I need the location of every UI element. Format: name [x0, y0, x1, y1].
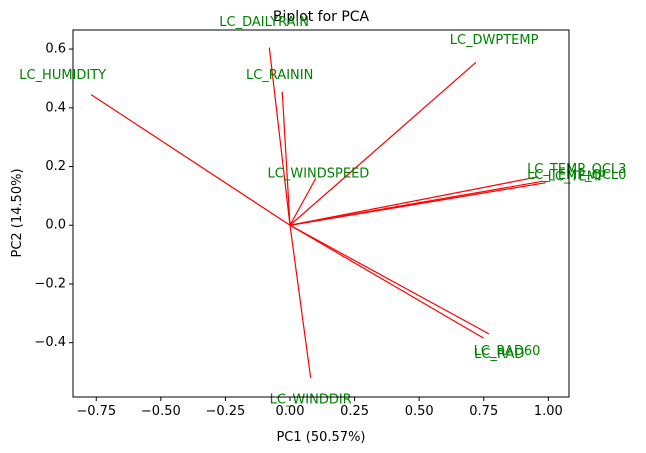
x-tick-label: −0.50 — [141, 404, 181, 419]
vector-label-lc-temp-qcl0: LC_TEMP_QCL0 — [527, 168, 626, 183]
vector-label-lc-rainin: LC_RAININ — [246, 68, 313, 83]
y-tick-label: 0.2 — [45, 159, 66, 174]
y-tick-label: 0.0 — [45, 218, 66, 233]
x-tick-label: 0.50 — [405, 404, 434, 419]
vector-arrow-lc-temp — [289, 182, 546, 226]
y-tick-label: −0.4 — [34, 335, 66, 350]
x-tick-label: 0.75 — [469, 404, 498, 419]
x-tick-label: −0.75 — [76, 404, 116, 419]
vector-arrow-lc-rad60 — [289, 224, 490, 335]
vector-arrow-lc-rainin — [281, 91, 291, 226]
y-tick-label: −0.2 — [34, 276, 66, 291]
x-tick-label: 1.00 — [534, 404, 563, 419]
vector-label-lc-windspeed: LC_WINDSPEED — [268, 166, 370, 181]
vector-label-lc-temp-qcl3: LC_TEMP_QCL3 — [527, 162, 626, 177]
vector-arrow-lc-winddir — [289, 225, 312, 378]
x-axis-ticks: −0.75 −0.50 −0.25 0.00 0.25 0.50 0.75 1.00 — [76, 397, 563, 419]
x-tick-label: 0.00 — [276, 404, 305, 419]
vector-arrow-lc-temp-qcl3 — [289, 176, 539, 226]
vector-label-lc-rad60: LC_RAD60 — [474, 344, 541, 359]
vector-group — [90, 47, 546, 378]
vector-label-lc-temp: LC_TEMP — [548, 169, 606, 184]
vector-arrow-lc-dailyrain — [268, 47, 291, 226]
y-axis-title: PC2 (14.50%) — [10, 168, 25, 257]
vector-label-group: LC_DAILYRAIN LC_RAININ LC_DWPTEMP LC_HUMIDI… — [19, 15, 626, 407]
vector-arrow-lc-windspeed — [289, 177, 317, 226]
y-tick-label: 0.6 — [45, 42, 66, 57]
vector-arrow-lc-humidity — [90, 94, 291, 226]
x-tick-label: −0.25 — [205, 404, 245, 419]
vector-label-lc-dailyrain: LC_DAILYRAIN — [219, 15, 309, 30]
y-axis-ticks: −0.4 −0.2 0.0 0.2 0.4 0.6 — [34, 42, 73, 350]
vector-label-lc-winddir: LC_WINDDIR — [270, 392, 352, 407]
vector-label-lc-rad: LC_RAD — [474, 347, 524, 362]
y-tick-label: 0.4 — [45, 100, 66, 115]
x-tick-label: 0.25 — [340, 404, 369, 419]
chart-title: Biplot for PCA — [273, 9, 370, 25]
plot-frame — [72, 29, 570, 398]
vector-label-lc-dwptemp: LC_DWPTEMP — [450, 33, 539, 48]
vector-arrow-lc-rad — [289, 224, 485, 339]
vector-label-lc-humidity: LC_HUMIDITY — [19, 68, 106, 83]
vector-arrow-lc-dwptemp — [289, 61, 477, 226]
x-axis-title: PC1 (50.57%) — [276, 430, 365, 445]
